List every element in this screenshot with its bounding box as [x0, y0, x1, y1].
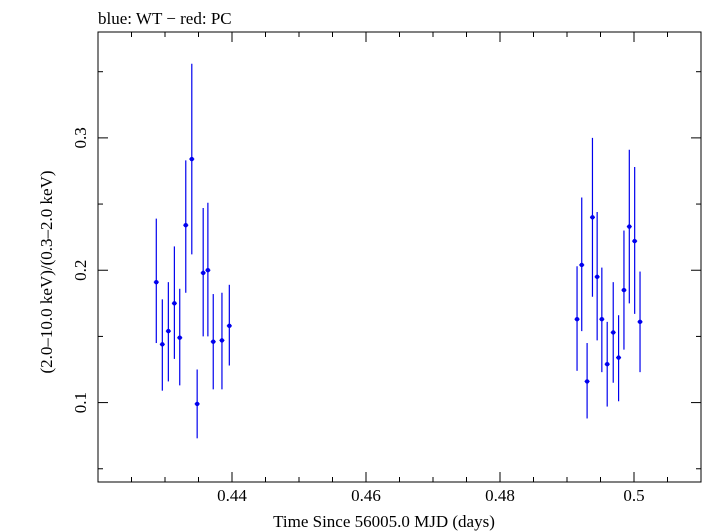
- data-point: [172, 301, 177, 306]
- data-point: [621, 287, 627, 293]
- x-axis-label: Time Since 56005.0 MJD (days): [273, 512, 495, 531]
- data-point: [194, 401, 200, 407]
- data-point: [205, 268, 211, 273]
- y-tick-label: 0.3: [71, 127, 90, 148]
- data-point: [611, 330, 616, 335]
- x-axis: 0.44 0.46 0.48 0.5: [97, 32, 702, 505]
- data-point: [605, 362, 610, 367]
- data-point: [154, 279, 159, 285]
- data-point: [200, 270, 206, 276]
- data-point: [166, 328, 171, 334]
- data-point: [160, 342, 165, 347]
- x-tick-label: 0.44: [217, 486, 247, 505]
- data-point: [584, 379, 590, 384]
- y-axis: 0.1 0.2 0.3: [71, 71, 701, 470]
- y-axis-label: (2.0–10.0 keV)/(0.3–2.0 keV): [37, 170, 56, 373]
- data-point: [594, 274, 600, 280]
- y-tick-label: 0.2: [71, 260, 90, 281]
- data-point: [177, 335, 182, 340]
- chart-title: blue: WT − red: PC: [98, 9, 232, 28]
- data-point: [574, 317, 580, 322]
- x-tick-label: 0.5: [623, 486, 644, 505]
- data-point: [183, 223, 188, 228]
- data-series: [153, 63, 643, 439]
- plot-frame: [97, 31, 702, 483]
- data-point: [579, 262, 584, 268]
- data-point: [599, 317, 605, 322]
- x-tick-label: 0.46: [351, 486, 381, 505]
- y-tick-label: 0.1: [71, 392, 90, 413]
- data-point: [219, 338, 225, 343]
- data-point: [590, 215, 595, 220]
- data-point: [632, 238, 637, 244]
- data-point: [227, 323, 232, 329]
- data-point: [616, 355, 621, 360]
- data-point: [627, 224, 632, 229]
- data-point: [189, 156, 194, 162]
- x-tick-label: 0.48: [485, 486, 515, 505]
- data-point: [637, 319, 643, 325]
- data-point: [211, 339, 216, 344]
